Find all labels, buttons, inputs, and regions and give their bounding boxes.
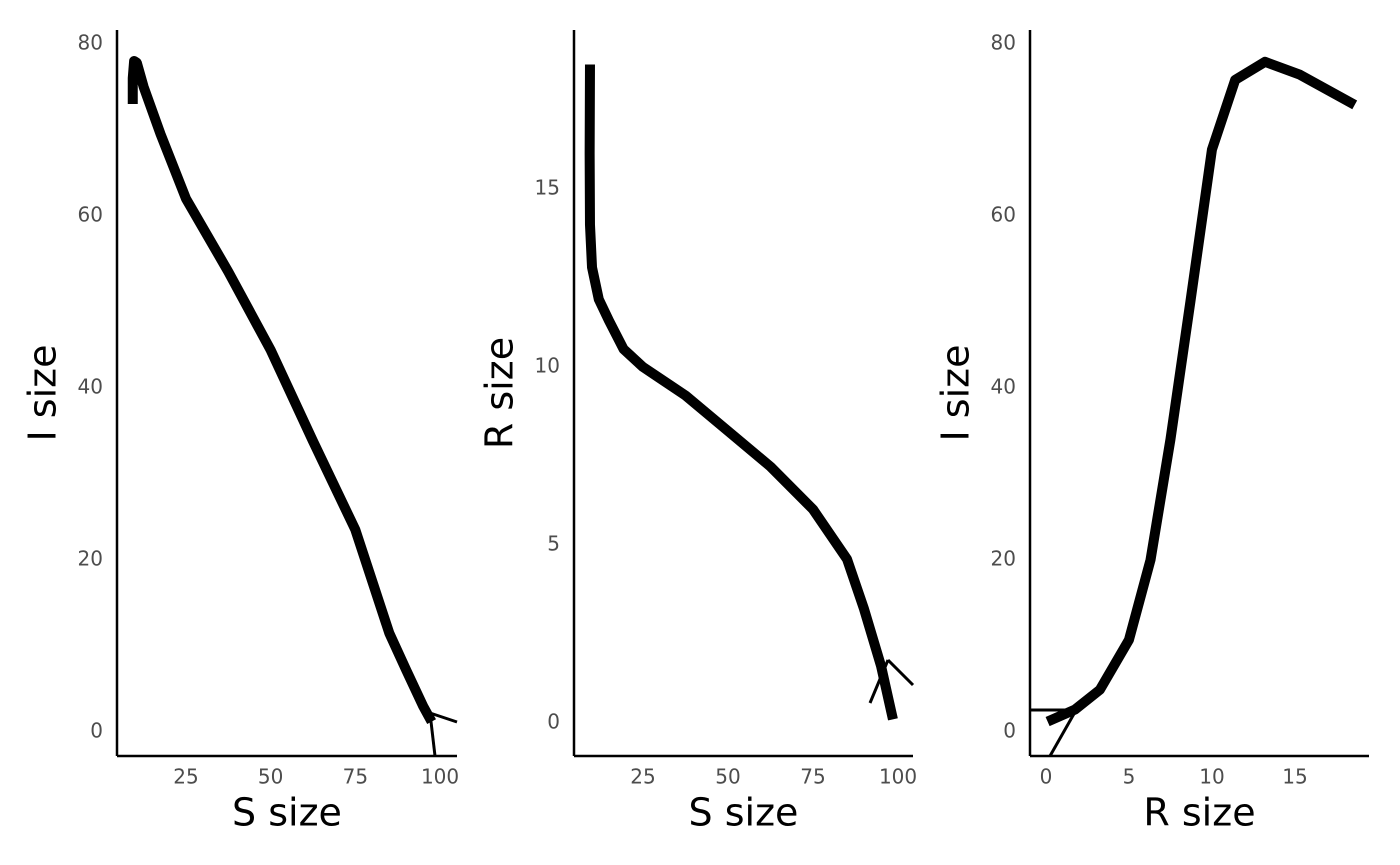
y-tick-label: 40 [78,374,103,398]
y-axis-label: I size [934,345,978,442]
y-tick-label: 0 [547,709,560,733]
y-tick-label: 0 [90,718,103,742]
y-tick-label: 60 [78,202,103,226]
y-tick-label: 80 [991,30,1016,54]
y-tick-label: 40 [991,374,1016,398]
x-axis-label: S size [689,791,799,835]
y-tick-label: 80 [78,30,103,54]
x-tick-label: 0 [1040,765,1053,789]
arrow [886,658,915,687]
y-axis-label: R size [478,337,522,449]
x-tick-label: 100 [421,765,459,789]
trajectory [1045,56,1358,727]
x-tick-label: 10 [1199,765,1224,789]
x-tick-label: 25 [630,765,655,789]
x-axis-label: S size [232,791,342,835]
x-tick-label: 75 [343,765,368,789]
x-tick-label: 75 [800,765,825,789]
y-tick-label: 0 [1003,718,1016,742]
y-tick-label: 20 [78,546,103,570]
y-tick-label: 10 [535,354,560,378]
trajectory [584,64,898,721]
x-tick-label: 100 [879,765,917,789]
y-tick-label: 20 [991,546,1016,570]
x-tick-label: 25 [173,765,198,789]
x-tick-label: 15 [1282,765,1307,789]
x-tick-label: 50 [715,765,740,789]
trajectory [127,55,436,724]
y-axis-label: I size [21,345,65,442]
y-tick-label: 60 [991,202,1016,226]
arrow [1048,711,1077,757]
arrow [429,711,458,724]
x-tick-label: 50 [258,765,283,789]
x-tick-label: 5 [1123,765,1136,789]
y-tick-label: 5 [547,531,560,555]
x-axis-label: R size [1143,791,1255,835]
y-tick-label: 15 [535,176,560,200]
